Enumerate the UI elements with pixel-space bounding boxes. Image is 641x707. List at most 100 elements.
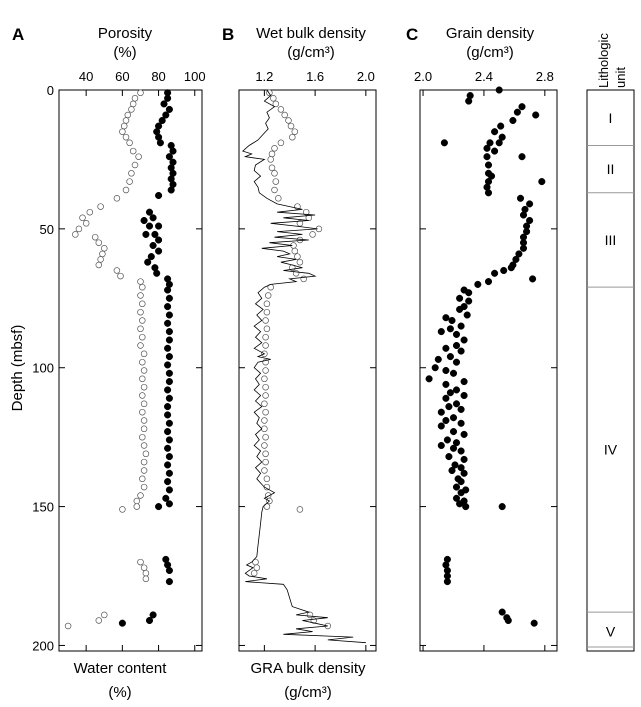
porosity-title: Porosity [98, 25, 153, 42]
data-point-filled [516, 194, 525, 202]
data-point-filled [452, 494, 461, 502]
data-point-open [306, 611, 314, 619]
data-point-filled [498, 503, 506, 511]
data-point-open [262, 408, 269, 416]
data-point-filled [452, 341, 461, 350]
panel-a-frame [58, 89, 203, 652]
data-point-filled [155, 503, 163, 511]
data-point-open [140, 442, 148, 449]
data-point-open [271, 186, 278, 194]
data-point-filled [484, 161, 493, 169]
x-tick-label: 2.0 [357, 69, 375, 84]
data-point-filled [164, 94, 172, 102]
data-point-filled [431, 364, 439, 372]
data-point-open [253, 564, 261, 571]
data-point-filled [165, 353, 173, 361]
data-point-open [250, 569, 258, 577]
data-point-filled [164, 403, 172, 411]
data-point-filled [164, 344, 172, 352]
data-point-open [139, 392, 146, 399]
data-point-filled [451, 461, 459, 469]
data-point-filled [498, 133, 506, 141]
data-point-filled [118, 619, 126, 627]
data-point-filled [145, 222, 154, 230]
data-point-filled [162, 494, 170, 502]
data-point-open [261, 400, 268, 408]
data-point-filled [507, 264, 515, 272]
x-tick-label: 60 [115, 69, 129, 84]
data-point-open [113, 195, 121, 202]
data-point-filled [460, 455, 468, 463]
data-point-open [95, 261, 103, 269]
data-point-filled [164, 286, 172, 294]
depth-tick-label: 50 [40, 222, 54, 237]
data-point-filled [445, 453, 453, 461]
data-point-filled [462, 503, 470, 511]
data-point-filled [164, 444, 172, 452]
data-layer [64, 86, 546, 644]
data-point-open [291, 128, 299, 135]
depth-tick-label: 0 [47, 83, 54, 98]
data-point-filled [448, 466, 456, 475]
data-point-filled [484, 189, 493, 197]
depth-axis-label: Depth (mbsf) [9, 325, 26, 412]
x-tick-label: 40 [79, 69, 93, 84]
data-point-open [287, 122, 295, 130]
data-point-filled [443, 578, 451, 586]
data-point-open [262, 342, 269, 349]
data-point-open [140, 350, 148, 358]
data-point-filled [165, 419, 173, 427]
data-point-open [101, 611, 108, 619]
data-point-open [75, 225, 83, 233]
data-point-filled [442, 394, 450, 402]
data-point-open [139, 317, 146, 324]
data-point-filled [457, 447, 465, 455]
data-point-open [79, 214, 86, 222]
data-point-filled [457, 347, 465, 355]
data-point-open [140, 383, 148, 391]
data-point-open [129, 100, 137, 108]
data-point-open [289, 133, 296, 141]
data-point-open [262, 333, 269, 341]
data-point-filled [460, 336, 468, 344]
data-point-open [296, 258, 304, 266]
lithology-subtitle: unit [613, 67, 628, 88]
data-point-filled [437, 422, 445, 430]
data-point-filled [147, 253, 155, 261]
data-point-open [140, 425, 148, 433]
lithology-column [586, 89, 635, 652]
data-point-filled [513, 108, 521, 116]
data-point-filled [165, 311, 173, 319]
data-point-open [263, 300, 271, 308]
data-point-filled [486, 139, 494, 147]
data-point-filled [519, 211, 528, 219]
data-point-open [139, 433, 146, 441]
data-point-filled [457, 478, 465, 486]
unit-label: IV [604, 442, 618, 458]
data-point-filled [165, 336, 173, 344]
data-point-open [261, 417, 268, 424]
data-point-open [262, 383, 269, 391]
data-point-open [275, 195, 282, 202]
data-point-filled [518, 153, 526, 161]
series-line-gra-bulk-density [242, 89, 366, 644]
data-point-open [302, 208, 310, 216]
data-point-filled [456, 305, 464, 313]
data-point-open [262, 433, 269, 441]
x-tick-label: 100 [184, 69, 206, 84]
data-point-filled [145, 616, 154, 625]
data-point-open [267, 156, 274, 163]
data-point-open [119, 506, 126, 513]
data-point-open [291, 247, 299, 255]
data-point-filled [440, 139, 448, 147]
unit-label: II [607, 161, 615, 177]
data-point-filled [442, 314, 450, 322]
x-tick-label: 80 [151, 69, 165, 84]
data-point-open [261, 467, 268, 474]
data-point-filled [456, 500, 464, 508]
data-point-filled [443, 436, 451, 444]
data-point-open [137, 342, 144, 349]
data-point-open [270, 95, 277, 102]
data-point-open [261, 442, 268, 449]
data-point-open [277, 106, 285, 113]
